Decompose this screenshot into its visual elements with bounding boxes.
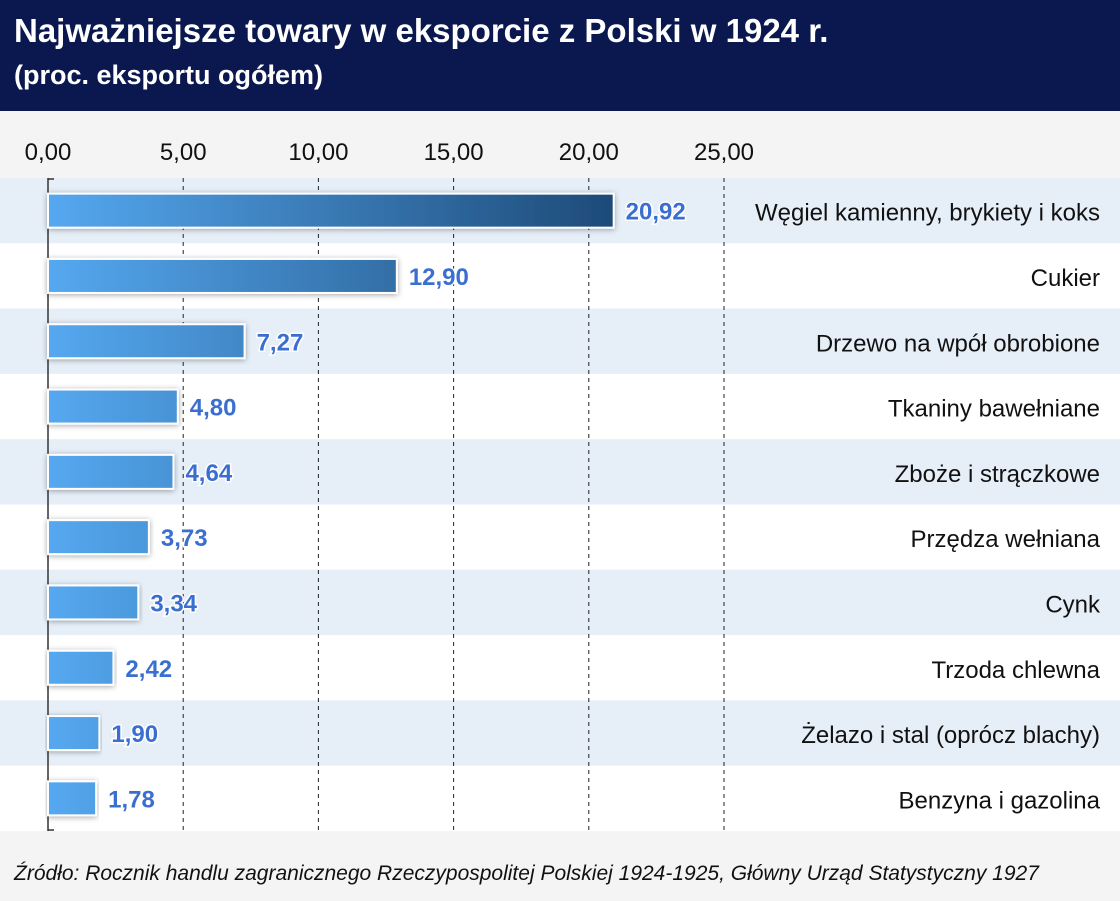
category-label: Zboże i strączkowe [895,461,1100,488]
category-label: Trzoda chlewna [931,657,1100,684]
data-label: 7,27 [257,329,304,356]
tick-label: 5,00 [160,139,207,166]
data-label: 1,78 [108,786,155,813]
row-band [0,765,1120,831]
data-label: 1,90 [111,721,158,748]
bar [47,388,179,425]
bar [47,323,246,360]
header: Najważniejsze towary w eksporcie z Polsk… [0,0,1120,111]
tick-label: 0,00 [25,139,72,166]
chart-title: Najważniejsze towary w eksporcie z Polsk… [14,12,829,49]
category-label: Żelazo i stal (oprócz blachy) [801,722,1100,749]
chart-subtitle: (proc. eksportu ogółem) [14,60,324,90]
row-band [0,504,1120,570]
data-label: 20,92 [626,199,686,226]
data-label: 3,34 [150,590,197,617]
bar [47,780,98,817]
category-label: Cynk [1045,591,1101,618]
bar [47,715,101,752]
data-label: 4,64 [185,460,232,487]
source-note: Źródło: Rocznik handlu zagranicznego Rze… [14,862,1039,885]
tick-label: 10,00 [288,139,348,166]
row-band [0,373,1120,440]
tick-label: 15,00 [424,139,484,166]
bar [47,584,140,621]
bar [47,519,150,556]
bar [47,649,115,686]
category-label: Przędza wełniana [911,526,1101,553]
bar [47,453,175,490]
category-label: Benzyna i gazolina [899,787,1101,814]
category-label: Cukier [1031,265,1100,292]
data-label: 2,42 [125,656,172,683]
tick-label: 20,00 [559,139,619,166]
row-band [0,700,1120,766]
tick-label: 25,00 [694,139,754,166]
bar [47,257,398,294]
category-label: Drzewo na wpół obrobione [816,330,1100,357]
bar [47,192,615,229]
row-band [0,635,1120,701]
data-label: 3,73 [161,525,208,552]
row-band [0,439,1120,505]
data-label: 4,80 [190,395,237,422]
data-label: 12,90 [409,264,469,291]
category-label: Tkaniny bawełniane [888,396,1100,423]
row-band [0,569,1120,636]
category-label: Węgiel kamienny, brykiety i koks [755,200,1100,227]
